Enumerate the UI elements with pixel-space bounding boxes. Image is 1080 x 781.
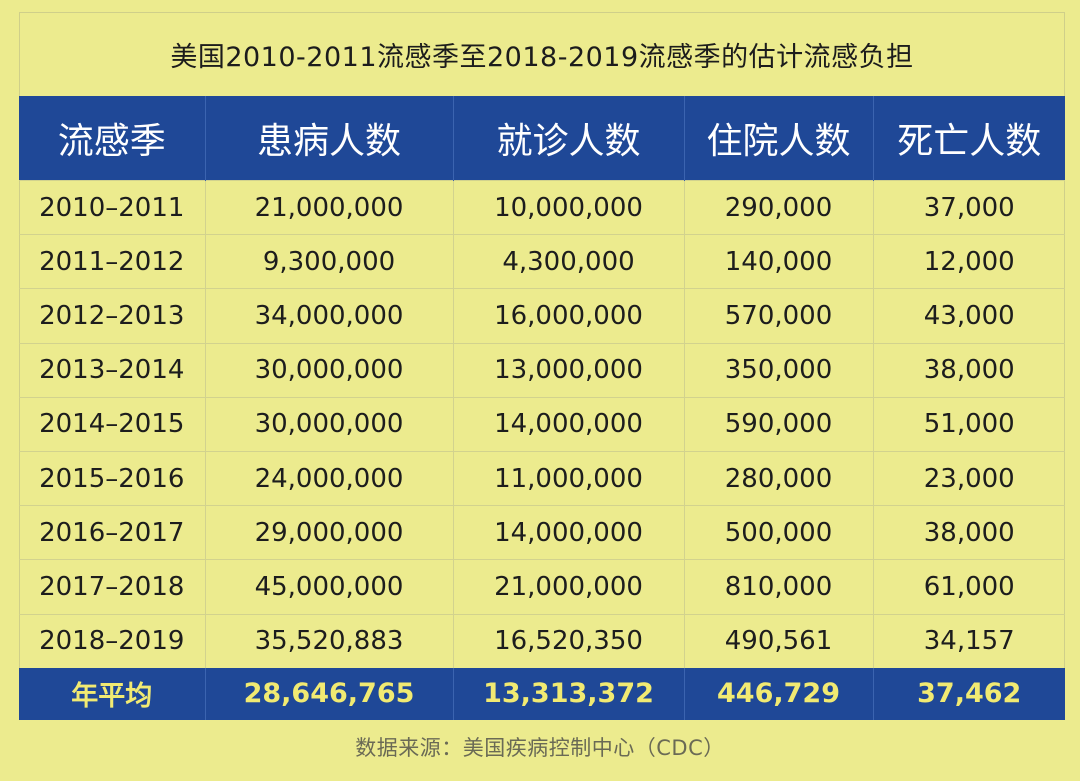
illnesses-cell: 24,000,000 — [204, 450, 453, 506]
season-cell: 2016–2017 — [19, 505, 205, 560]
season-cell: 2010–2011 — [19, 179, 205, 235]
table-row: 2011–2012 9,300,000 4,300,000 140,000 12… — [19, 234, 1065, 289]
hospitalizations-cell: 810,000 — [683, 559, 873, 614]
illnesses-cell: 29,000,000 — [204, 505, 453, 560]
table-row: 2013–2014 30,000,000 13,000,000 350,000 … — [19, 342, 1065, 398]
average-row: 年平均 28,646,765 13,313,372 446,729 37,462 — [19, 667, 1065, 720]
illnesses-cell: 21,000,000 — [204, 179, 453, 235]
medical-visits-cell: 11,000,000 — [452, 450, 684, 506]
header-row: 流感季 患病人数 就诊人数 住院人数 死亡人数 — [19, 96, 1065, 181]
season-cell: 2015–2016 — [19, 450, 205, 506]
header-medical-visits: 就诊人数 — [452, 96, 684, 181]
header-deaths: 死亡人数 — [872, 96, 1065, 181]
table-row: 2012–2013 34,000,000 16,000,000 570,000 … — [19, 288, 1065, 344]
hospitalizations-cell: 280,000 — [683, 450, 873, 506]
table-row: 2018–2019 35,520,883 16,520,350 490,561 … — [19, 613, 1065, 668]
deaths-cell: 61,000 — [872, 559, 1065, 614]
illnesses-cell: 35,520,883 — [204, 613, 453, 668]
medical-visits-cell: 21,000,000 — [452, 559, 684, 614]
hospitalizations-cell: 500,000 — [683, 505, 873, 560]
season-cell: 2017–2018 — [19, 559, 205, 614]
hospitalizations-cell: 140,000 — [683, 234, 873, 289]
season-cell: 2014–2015 — [19, 396, 205, 452]
average-hospitalizations: 446,729 — [683, 667, 873, 720]
header-illnesses: 患病人数 — [204, 96, 453, 181]
illnesses-cell: 30,000,000 — [204, 342, 453, 398]
table-row: 2014–2015 30,000,000 14,000,000 590,000 … — [19, 396, 1065, 452]
table-row: 2017–2018 45,000,000 21,000,000 810,000 … — [19, 559, 1065, 614]
illnesses-cell: 34,000,000 — [204, 288, 453, 344]
deaths-cell: 23,000 — [872, 450, 1065, 506]
hospitalizations-cell: 350,000 — [683, 342, 873, 398]
header-season: 流感季 — [19, 96, 205, 181]
source-note: 数据来源：美国疾病控制中心（CDC） — [355, 736, 725, 760]
season-cell: 2018–2019 — [19, 613, 205, 668]
illnesses-cell: 9,300,000 — [204, 234, 453, 289]
medical-visits-cell: 13,000,000 — [452, 342, 684, 398]
medical-visits-cell: 16,000,000 — [452, 288, 684, 344]
table-title: 美国2010-2011流感季至2018-2019流感季的估计流感负担 — [170, 41, 914, 73]
hospitalizations-cell: 290,000 — [683, 179, 873, 235]
average-illnesses: 28,646,765 — [204, 667, 453, 720]
deaths-cell: 51,000 — [872, 396, 1065, 452]
table-row: 2016–2017 29,000,000 14,000,000 500,000 … — [19, 505, 1065, 560]
medical-visits-cell: 10,000,000 — [452, 179, 684, 235]
season-cell: 2011–2012 — [19, 234, 205, 289]
illnesses-cell: 45,000,000 — [204, 559, 453, 614]
illnesses-cell: 30,000,000 — [204, 396, 453, 452]
table-row: 2015–2016 24,000,000 11,000,000 280,000 … — [19, 450, 1065, 506]
deaths-cell: 37,000 — [872, 179, 1065, 235]
medical-visits-cell: 14,000,000 — [452, 396, 684, 452]
medical-visits-cell: 14,000,000 — [452, 505, 684, 560]
hospitalizations-cell: 490,561 — [683, 613, 873, 668]
average-deaths: 37,462 — [872, 667, 1065, 720]
deaths-cell: 12,000 — [872, 234, 1065, 289]
hospitalizations-cell: 570,000 — [683, 288, 873, 344]
medical-visits-cell: 4,300,000 — [452, 234, 684, 289]
deaths-cell: 38,000 — [872, 342, 1065, 398]
flu-burden-table: 流感季 患病人数 就诊人数 住院人数 死亡人数 2010–2011 21,000… — [19, 96, 1065, 720]
deaths-cell: 38,000 — [872, 505, 1065, 560]
season-cell: 2012–2013 — [19, 288, 205, 344]
average-label: 年平均 — [19, 667, 205, 720]
medical-visits-cell: 16,520,350 — [452, 613, 684, 668]
deaths-cell: 34,157 — [872, 613, 1065, 668]
average-medical-visits: 13,313,372 — [452, 667, 684, 720]
deaths-cell: 43,000 — [872, 288, 1065, 344]
hospitalizations-cell: 590,000 — [683, 396, 873, 452]
table-row: 2010–2011 21,000,000 10,000,000 290,000 … — [19, 179, 1065, 235]
season-cell: 2013–2014 — [19, 342, 205, 398]
header-hospitalizations: 住院人数 — [683, 96, 873, 181]
